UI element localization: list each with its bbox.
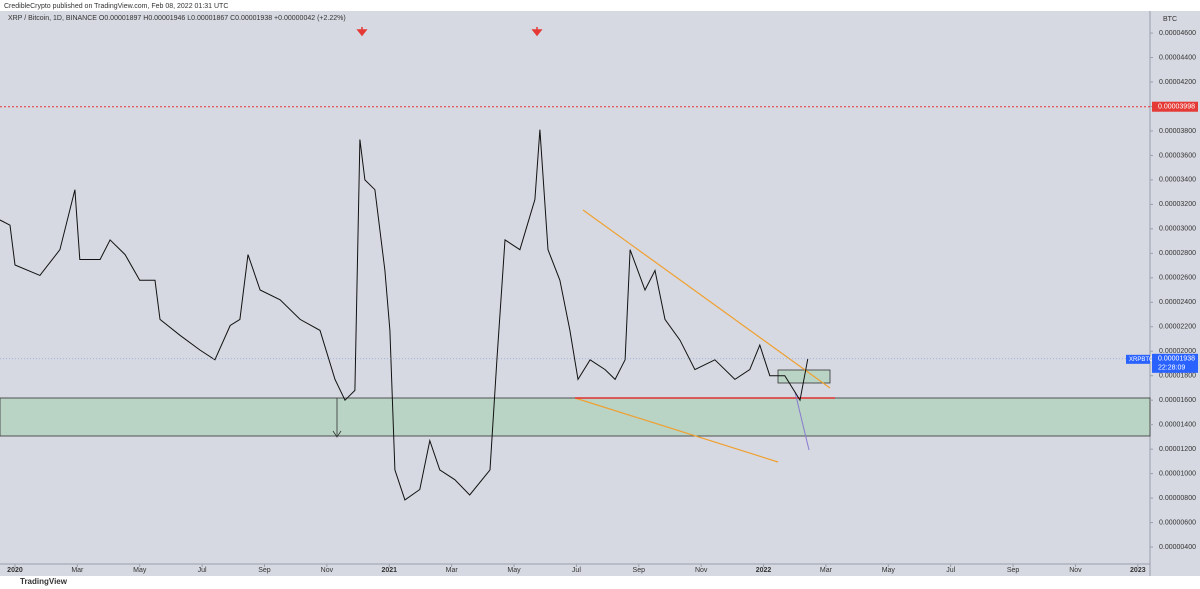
x-tick-label: May (882, 567, 896, 574)
y-tick-label: 0.00000800 (1159, 495, 1196, 502)
x-tick-label: Jul (198, 567, 207, 574)
watermark: TradingView (20, 577, 68, 586)
x-tick-label: 2023 (1130, 567, 1146, 574)
y-tick-label: 0.00000600 (1159, 519, 1196, 526)
y-tick-label: 0.00001400 (1159, 422, 1196, 429)
x-tick-label: Mar (820, 567, 833, 574)
x-tick-label: May (507, 567, 521, 574)
symbol-tag (1126, 354, 1150, 364)
x-tick-label: Sep (1007, 567, 1020, 574)
top-arrow (531, 27, 543, 37)
x-tick-label: 2020 (7, 567, 23, 574)
y-tick-label: 0.00001600 (1159, 397, 1196, 404)
projection-arrow (794, 391, 810, 451)
y-tick-label: 0.00003600 (1159, 152, 1196, 159)
symbol-tag-label: XRPBTC (1129, 357, 1154, 363)
y-tick-label: 0.00004400 (1159, 54, 1196, 61)
x-tick-label: Mar (71, 567, 84, 574)
x-tick-label: Sep (258, 567, 271, 574)
y-tick-label: 0.00002200 (1159, 324, 1196, 331)
x-tick-label: Jul (946, 567, 955, 574)
support-zone (0, 397, 1151, 437)
footer-bar (0, 576, 1200, 589)
y-tick-label: 0.00004600 (1159, 30, 1196, 37)
y-tick-label: 0.00002800 (1159, 250, 1196, 257)
publisher: CredibleCrypto published on TradingView.… (4, 3, 228, 10)
y-tick-label: 0.00000400 (1159, 544, 1196, 551)
y-tick-label: 0.00002000 (1159, 348, 1196, 355)
y-tick-label: 0.00002600 (1159, 275, 1196, 282)
x-tick-label: Jul (572, 567, 581, 574)
trend-line (582, 209, 831, 389)
x-tick-label: Sep (633, 567, 646, 574)
y-tick-label: 0.00004200 (1159, 79, 1196, 86)
top-arrow (356, 27, 368, 37)
y-tick-label: 0.00003800 (1159, 128, 1196, 135)
y-tick-label: 0.00003400 (1159, 177, 1196, 184)
last-price-tag (1152, 353, 1198, 373)
x-tick-label: Nov (321, 567, 334, 574)
price-tag (1152, 101, 1198, 112)
x-tick-label: Nov (1069, 567, 1082, 574)
trend-line (574, 397, 779, 463)
y-tick-label: 0.00003200 (1159, 201, 1196, 208)
drop-arrow-head (332, 430, 342, 438)
y-tick-label: 0.00001800 (1159, 373, 1196, 380)
y-tick-label: 0.00001200 (1159, 446, 1196, 453)
x-tick-label: May (133, 567, 147, 574)
header-bar (0, 0, 1200, 11)
axis-label: BTC (1163, 16, 1177, 23)
x-tick-label: 2022 (756, 567, 772, 574)
x-tick-label: 2021 (381, 567, 397, 574)
last-price-label: 0.00001938 (1158, 356, 1195, 363)
countdown: 22:28:09 (1158, 365, 1185, 372)
y-tick-label: 0.00003000 (1159, 226, 1196, 233)
y-tick-label: 0.00002400 (1159, 299, 1196, 306)
price-line-series (0, 129, 809, 501)
x-tick-label: Mar (446, 567, 459, 574)
y-tick-label: 0.00001000 (1159, 470, 1196, 477)
chart-title: XRP / Bitcoin, 1D, BINANCE O0.00001897 H… (8, 15, 346, 22)
price-tag-label: 0.00003998 (1158, 104, 1195, 111)
x-tick-label: Nov (695, 567, 708, 574)
